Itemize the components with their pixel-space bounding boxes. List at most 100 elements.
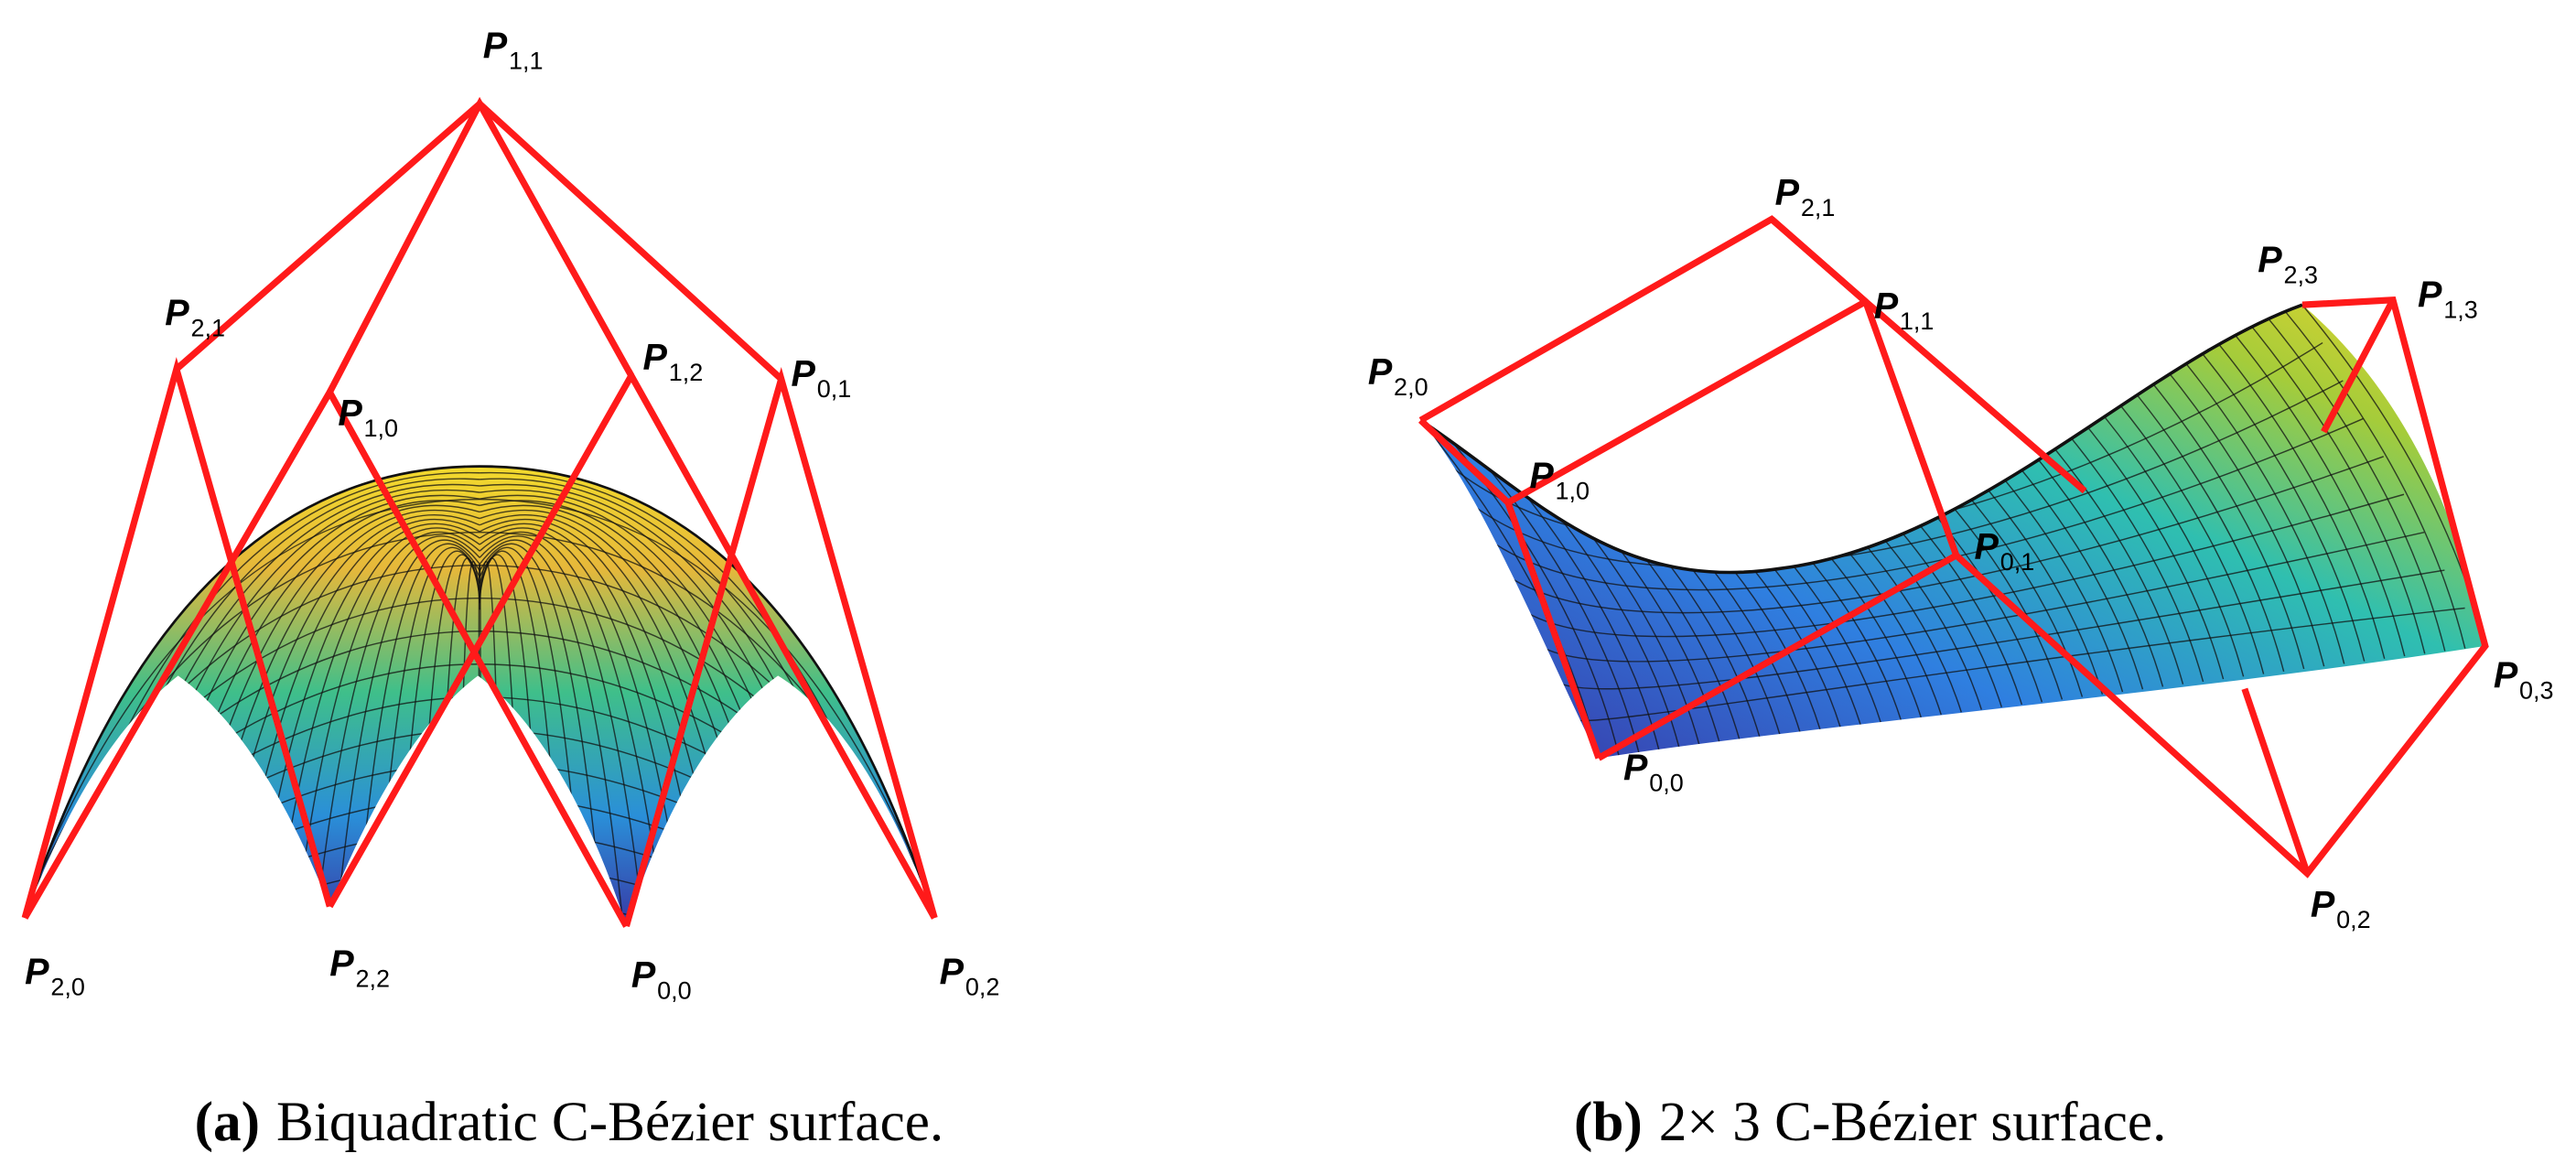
net-line bbox=[2241, 687, 2311, 875]
point-symbol: P bbox=[338, 393, 362, 434]
point-index: 0,1 bbox=[817, 375, 852, 403]
mesh-line bbox=[2121, 346, 2305, 670]
point-label: P 0,3 bbox=[2494, 655, 2554, 705]
mesh-line bbox=[1460, 435, 1640, 753]
point-label: P 1,2 bbox=[642, 337, 703, 386]
point-symbol: P bbox=[329, 943, 354, 984]
mesh-line bbox=[1538, 531, 2425, 663]
point-label: P 1,3 bbox=[2418, 275, 2478, 324]
mesh-line bbox=[25, 795, 935, 927]
surfaces bbox=[0, 303, 2485, 1056]
mesh-line bbox=[334, 539, 480, 927]
mesh-line bbox=[313, 535, 480, 927]
net-line bbox=[327, 369, 938, 920]
point-labels: P 1,1P 2,1P 1,0P 1,2 P 0,1P 2,0P 2,2 P 0,0 P 0,2P 2,1… bbox=[25, 26, 2553, 1004]
point-symbol: P bbox=[2311, 884, 2335, 924]
captions: (a) Biquadratic C-Bézier surface. (b) 2× 3 … bbox=[195, 1091, 2167, 1153]
point-label: P 2,1 bbox=[165, 293, 225, 342]
mesh-line bbox=[25, 894, 935, 927]
control-net-a bbox=[21, 96, 938, 928]
point-index: 1,0 bbox=[364, 415, 399, 442]
mesh-line bbox=[479, 535, 646, 927]
mesh-line bbox=[1499, 456, 2384, 614]
control-net-b bbox=[1417, 215, 2489, 879]
point-symbol: P bbox=[25, 952, 49, 992]
point-label: P 1,1 bbox=[1874, 286, 1935, 336]
surface-edge bbox=[23, 465, 936, 919]
mesh-line bbox=[251, 523, 480, 927]
mesh-line bbox=[25, 828, 935, 927]
point-index: 2,0 bbox=[50, 974, 85, 1001]
caption: (a) Biquadratic C-Bézier surface. bbox=[195, 1091, 944, 1153]
surface-edge bbox=[1419, 303, 2303, 575]
point-symbol: P bbox=[1775, 172, 1800, 212]
mesh-line bbox=[1420, 419, 1600, 759]
mesh-line bbox=[479, 539, 626, 927]
mesh-line bbox=[479, 523, 708, 927]
point-symbol: P bbox=[792, 353, 816, 393]
point-symbol: P bbox=[1874, 286, 1899, 327]
point-symbol: P bbox=[2258, 240, 2282, 280]
mesh-line bbox=[2281, 307, 2466, 649]
mesh-line bbox=[2201, 323, 2386, 660]
point-symbol: P bbox=[2418, 275, 2442, 315]
mesh-line bbox=[2241, 314, 2426, 654]
point-label: P 0,0 bbox=[631, 955, 692, 1005]
mesh-line bbox=[1479, 417, 2364, 591]
point-index: 0,1 bbox=[2000, 548, 2035, 576]
point-symbol: P bbox=[1368, 352, 1393, 393]
point-symbol: P bbox=[642, 337, 667, 377]
point-symbol: P bbox=[940, 952, 965, 992]
point-label: P 0,1 bbox=[1975, 526, 2035, 576]
point-label: P 0,2 bbox=[940, 952, 1000, 1001]
point-label: P 2,1 bbox=[1775, 172, 1836, 221]
mesh-line bbox=[479, 543, 605, 927]
point-index: 1,3 bbox=[2443, 296, 2478, 324]
point-index: 1,1 bbox=[509, 48, 544, 75]
point-label: P 0,2 bbox=[2311, 884, 2371, 933]
point-index: 1,1 bbox=[1900, 307, 1935, 335]
net-line bbox=[1418, 215, 2087, 494]
mesh-line bbox=[478, 564, 480, 927]
point-label: P 1,0 bbox=[1529, 456, 1590, 505]
caption-tag: (a) bbox=[195, 1091, 260, 1153]
mesh-line bbox=[0, 928, 1027, 1056]
point-index: 1,2 bbox=[669, 359, 704, 386]
net-line bbox=[174, 99, 784, 382]
mesh-line bbox=[354, 543, 480, 927]
point-symbol: P bbox=[631, 955, 656, 996]
net-line bbox=[1769, 216, 1960, 557]
point-index: 0,0 bbox=[657, 976, 692, 1004]
caption: (b) 2× 3 C-Bézier surface. bbox=[1574, 1091, 2166, 1153]
point-index: 2,2 bbox=[356, 965, 391, 993]
point-label: P 0,0 bbox=[1623, 748, 1684, 797]
point-symbol: P bbox=[1975, 526, 1999, 566]
surface-fill bbox=[1420, 305, 2485, 759]
caption-text: Biquadratic C-Bézier surface. bbox=[276, 1091, 943, 1153]
point-symbol: P bbox=[2494, 655, 2518, 695]
point-index: 0,0 bbox=[1649, 769, 1684, 796]
point-index: 1,0 bbox=[1556, 478, 1590, 505]
point-symbol: P bbox=[1529, 456, 1554, 496]
point-index: 0,2 bbox=[965, 974, 1000, 1001]
net-line bbox=[1597, 296, 2489, 879]
point-symbol: P bbox=[483, 26, 508, 66]
mesh-line bbox=[2221, 318, 2406, 657]
surface-b bbox=[1420, 305, 2485, 759]
point-symbol: P bbox=[1623, 748, 1648, 788]
point-index: 0,3 bbox=[2519, 677, 2554, 705]
point-symbol: P bbox=[165, 293, 189, 333]
mesh-line bbox=[2141, 340, 2325, 667]
point-index: 2,1 bbox=[190, 314, 225, 341]
point-index: 2,3 bbox=[2284, 262, 2319, 289]
point-label: P 2,0 bbox=[25, 952, 85, 1001]
mesh-line bbox=[1558, 569, 2445, 690]
mesh-line bbox=[25, 729, 935, 927]
caption-text: 2× 3 C-Bézier surface. bbox=[1659, 1091, 2167, 1153]
net-line bbox=[2321, 298, 2397, 434]
mesh-line bbox=[25, 762, 935, 927]
mesh-line bbox=[2161, 334, 2345, 664]
mesh-line bbox=[1579, 607, 2465, 722]
